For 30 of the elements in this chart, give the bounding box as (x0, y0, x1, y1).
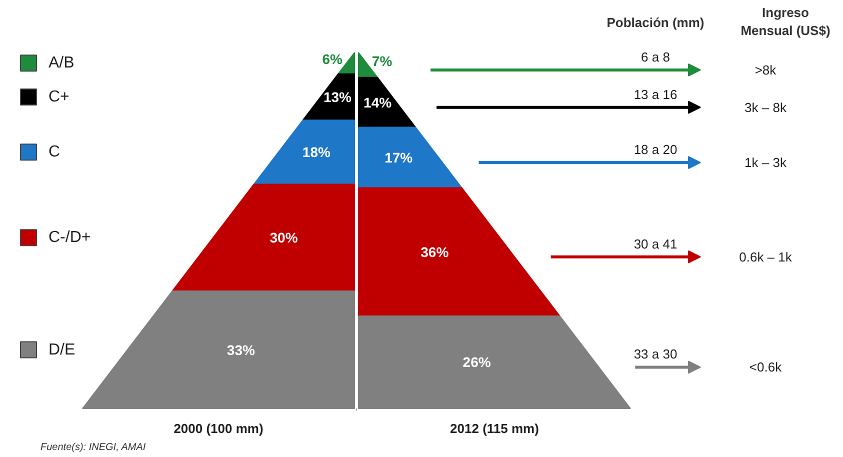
text: >8k (754, 62, 777, 78)
category-label: A/B (48, 54, 74, 72)
data-label: 17% (384, 150, 414, 166)
category-label: C+ (48, 88, 70, 106)
text: Población (mm) (606, 15, 704, 30)
text: 33 a 30 (634, 346, 678, 362)
series-label: 2000 (100 mm) (174, 421, 264, 436)
category-label: C-/D+ (48, 229, 91, 246)
data-label: 30% (270, 230, 298, 246)
text: 3k – 8k (744, 100, 787, 115)
data-label: 26% (462, 354, 492, 370)
series-label: 2012 (115 mm) (450, 421, 539, 436)
source-note: Fuente(s): INEGI, AMAI (40, 442, 146, 453)
data-label: 7% (372, 52, 393, 69)
data-label: 18% (302, 144, 331, 160)
data-label: 6% (322, 51, 344, 68)
category-label: C (48, 144, 60, 161)
text: <0.6k (749, 360, 782, 375)
text: 6 a 8 (641, 49, 670, 64)
data-label: 33% (226, 342, 256, 358)
text: 18 a 20 (634, 142, 678, 158)
text: 30 a 41 (634, 236, 678, 252)
data-label: 36% (420, 244, 450, 260)
data-label: 14% (364, 94, 392, 110)
category-label: D/E (48, 341, 76, 358)
text: 13 a 16 (634, 86, 678, 102)
data-label: 13% (323, 89, 352, 105)
text: 1k – 3k (744, 155, 787, 170)
text: Ingreso Mensual (US$) (740, 5, 830, 38)
text: 0.6k – 1k (739, 249, 792, 264)
